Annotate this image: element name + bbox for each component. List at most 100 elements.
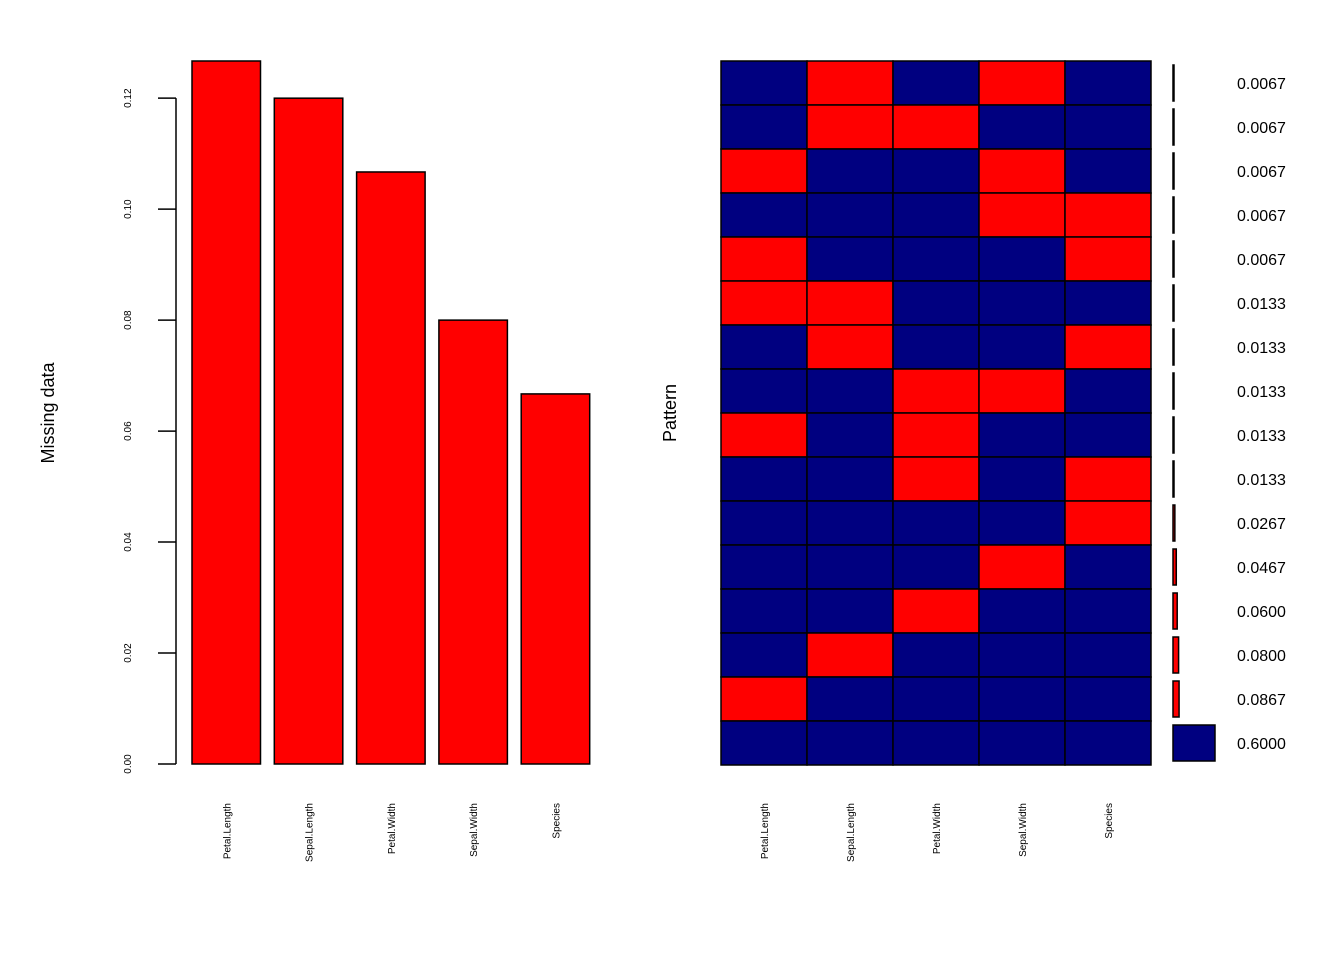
pattern-proportion-bar [1172,152,1175,190]
bar-y-tick-label: 0.00 [123,754,134,774]
pattern-cell [720,148,808,194]
pattern-cell [806,456,894,502]
pattern-cell [1064,588,1152,634]
pattern-cell [1064,236,1152,282]
pattern-cell [720,456,808,502]
bar-y-tick-label: 0.04 [123,532,134,552]
pattern-cell [978,544,1066,590]
pattern-cell [892,544,980,590]
pattern-cell [720,588,808,634]
bar-x-tick-label: Petal.Length [222,803,233,859]
pattern-proportion-label: 0.0067 [1237,208,1286,225]
pattern-cell [892,60,980,106]
pattern-cell [806,236,894,282]
pattern-cell [720,720,808,766]
pattern-proportion-bar [1172,328,1175,366]
pattern-cell [1064,500,1152,546]
bar-y-tick-label: 0.08 [123,310,134,330]
pattern-proportion-bar [1172,504,1176,542]
pattern-cell [978,412,1066,458]
pattern-cell [1064,368,1152,414]
pattern-cell [806,324,894,370]
pattern-cell [978,324,1066,370]
pattern-cell [892,720,980,766]
bar-y-tick-label: 0.06 [123,421,134,441]
pattern-x-tick-label: Sepal.Length [846,803,857,862]
pattern-cell [892,192,980,238]
pattern-cell [720,192,808,238]
pattern-proportion-label: 0.0467 [1237,560,1286,577]
pattern-proportion-label: 0.0133 [1237,340,1286,357]
pattern-cell [806,632,894,678]
pattern-cell [720,236,808,282]
pattern-proportion-bar [1172,240,1175,278]
pattern-proportion-label: 0.0067 [1237,252,1286,269]
pattern-cell [720,280,808,326]
pattern-cell [892,236,980,282]
pattern-proportion-bar [1172,724,1216,762]
pattern-proportion-bar [1172,592,1178,630]
pattern-cell [978,720,1066,766]
pattern-proportion-bar [1172,284,1175,322]
pattern-cell [978,676,1066,722]
pattern-cell [720,368,808,414]
bar-petal-length [191,60,262,765]
pattern-cell [1064,104,1152,150]
pattern-proportion-bar [1172,636,1180,674]
bar-petal-width [355,171,426,765]
pattern-proportion-label: 0.0600 [1237,604,1286,621]
pattern-cell [806,500,894,546]
pattern-cell [1064,632,1152,678]
pattern-proportion-label: 0.0067 [1237,164,1286,181]
pattern-cell [806,676,894,722]
pattern-cell [806,104,894,150]
pattern-x-tick-label: Species [1104,803,1115,839]
pattern-proportion-label: 0.0867 [1237,692,1286,709]
pattern-cell [892,676,980,722]
pattern-cell [806,280,894,326]
pattern-cell [1064,280,1152,326]
pattern-cell [978,60,1066,106]
pattern-proportion-bar [1172,416,1175,454]
pattern-cell [1064,544,1152,590]
pattern-proportion-label: 0.0133 [1237,428,1286,445]
pattern-cell [892,324,980,370]
pattern-cell [720,412,808,458]
pattern-proportion-label: 0.6000 [1237,736,1286,753]
pattern-proportion-label: 0.0133 [1237,296,1286,313]
pattern-cell [892,104,980,150]
pattern-cell [806,720,894,766]
pattern-cell [978,456,1066,502]
pattern-cell [978,588,1066,634]
pattern-proportion-label: 0.0067 [1237,76,1286,93]
pattern-cell [892,588,980,634]
pattern-proportion-bar [1172,196,1175,234]
pattern-cell [892,368,980,414]
pattern-proportion-bar [1172,64,1175,102]
bar-sepal-width [438,319,509,765]
pattern-cell [806,368,894,414]
pattern-proportion-label: 0.0133 [1237,472,1286,489]
pattern-cell [720,632,808,678]
pattern-cell [892,412,980,458]
bar-species [520,393,591,765]
bar-x-tick-label: Sepal.Length [305,803,316,862]
bar-x-tick-label: Species [551,803,562,839]
pattern-cell [978,368,1066,414]
bar-x-tick-label: Sepal.Width [469,803,480,857]
pattern-cell [806,192,894,238]
pattern-cell [892,148,980,194]
bar-y-tick-label: 0.10 [123,199,134,219]
pattern-cell [978,236,1066,282]
pattern-cell [1064,676,1152,722]
pattern-cell [720,676,808,722]
pattern-cell [806,588,894,634]
pattern-cell [1064,148,1152,194]
pattern-cell [892,280,980,326]
pattern-proportion-label: 0.0133 [1237,384,1286,401]
pattern-cell [978,192,1066,238]
pattern-y-axis-label: Pattern [660,384,680,442]
pattern-cell [978,148,1066,194]
pattern-proportion-bar [1172,372,1175,410]
